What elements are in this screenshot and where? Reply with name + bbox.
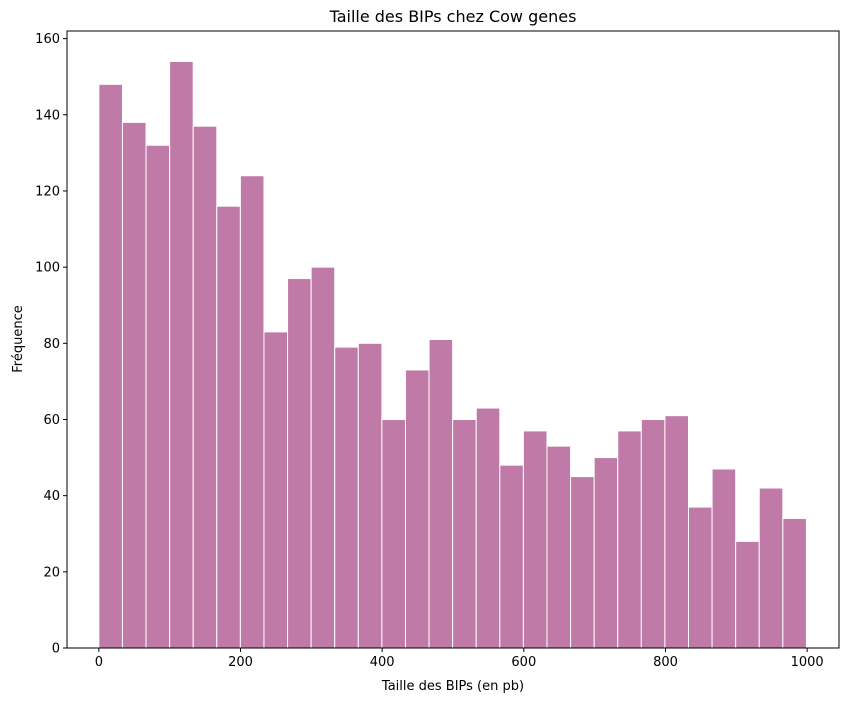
histogram-bar [357, 342, 383, 649]
y-tick-label: 60 [43, 413, 60, 428]
x-tick-label: 1000 [791, 655, 824, 670]
histogram-bar [546, 445, 572, 649]
histogram-bar [522, 430, 548, 649]
histogram-bar [475, 407, 501, 649]
histogram-bar [758, 487, 784, 649]
histogram-bar [145, 144, 171, 649]
y-tick-label: 160 [35, 32, 60, 47]
histogram-bar [711, 468, 737, 649]
chart-title: Taille des BIPs chez Cow genes [329, 7, 577, 26]
histogram-bar [570, 476, 595, 649]
x-axis: 0 200 400 600 800 1000 [95, 648, 824, 670]
y-tick-label: 0 [52, 642, 60, 657]
x-tick-label: 0 [95, 655, 103, 670]
histogram-bar [98, 83, 123, 649]
x-axis-title: Taille des BIPs (en pb) [381, 679, 524, 694]
histogram-bar [499, 464, 524, 649]
histogram-bar [310, 266, 336, 649]
x-tick-label: 800 [653, 655, 678, 670]
histogram-bar [263, 331, 289, 649]
histogram-bar [381, 418, 406, 649]
histogram-bar [334, 346, 359, 649]
y-tick-label: 80 [43, 337, 60, 352]
x-tick-label: 600 [511, 655, 536, 670]
bars-group [98, 60, 807, 649]
histogram-bar [121, 121, 147, 649]
y-tick-label: 140 [35, 108, 60, 123]
histogram-bar [192, 125, 218, 649]
histogram-bar [664, 415, 689, 649]
histogram-bar [687, 506, 713, 649]
plot-frame [66, 30, 840, 649]
histogram-bar [735, 540, 760, 649]
y-tick-label: 20 [43, 565, 60, 580]
histogram-bar [640, 418, 666, 649]
histogram-bar [239, 175, 265, 649]
y-tick-label: 100 [35, 261, 60, 276]
histogram-bar [404, 369, 430, 649]
histogram-bar [452, 418, 477, 649]
x-tick-label: 400 [370, 655, 395, 670]
histogram-bar [216, 205, 241, 649]
histogram-bar [428, 339, 454, 649]
histogram-bar [617, 430, 642, 649]
histogram-bar [287, 278, 312, 649]
y-tick-label: 40 [43, 489, 60, 504]
y-axis: 0 20 40 60 80 100 120 140 160 [35, 32, 67, 657]
y-tick-label: 120 [35, 184, 60, 199]
y-axis-title: Fréquence [11, 305, 26, 372]
histogram-bar [782, 518, 807, 649]
x-tick-label: 200 [228, 655, 253, 670]
histogram-bar [169, 60, 194, 649]
histogram-bar [593, 457, 619, 649]
